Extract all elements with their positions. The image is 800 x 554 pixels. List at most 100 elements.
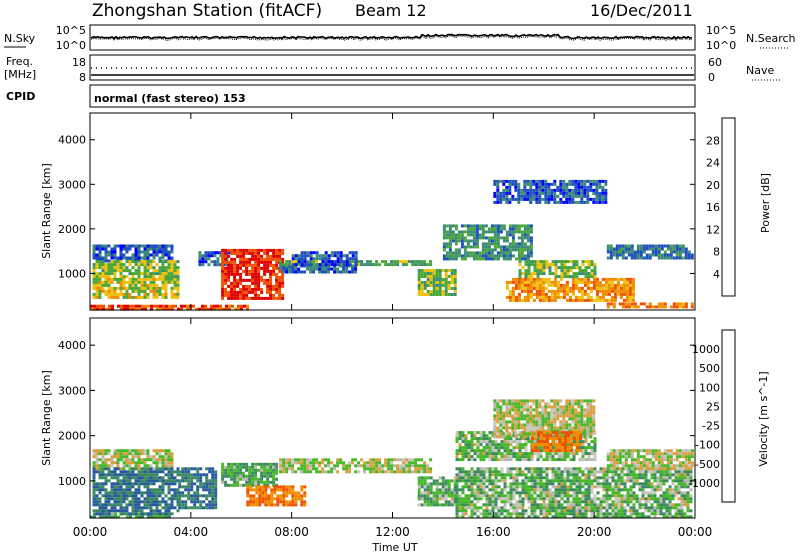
power-cell — [149, 283, 153, 287]
velocity-cell — [581, 452, 585, 456]
velocity-cell — [473, 509, 477, 513]
power-cell — [487, 251, 491, 255]
velocity-cell — [143, 497, 147, 501]
velocity-cell — [531, 437, 535, 441]
velocity-cell — [503, 500, 507, 504]
power-cell — [131, 280, 135, 284]
power-cell — [527, 269, 531, 273]
velocity-cell — [455, 491, 459, 495]
power-cell — [315, 257, 319, 261]
power-cell — [645, 247, 649, 251]
velocity-cell — [264, 500, 268, 504]
power-cell — [248, 269, 252, 273]
power-cell — [167, 260, 171, 264]
velocity-cell — [435, 497, 439, 501]
velocity-cell — [531, 443, 535, 447]
power-cell — [141, 304, 144, 308]
power-cell — [648, 247, 652, 251]
velocity-cell — [464, 437, 468, 441]
power-cell — [472, 239, 476, 243]
power-cell — [517, 230, 521, 234]
power-cell — [651, 305, 655, 309]
velocity-cell — [580, 420, 584, 424]
velocity-cell — [517, 405, 521, 409]
velocity-cell — [566, 443, 570, 447]
velocity-cell — [170, 506, 174, 510]
velocity-cell — [476, 452, 480, 456]
velocity-cell — [562, 420, 566, 424]
power-cell — [257, 278, 261, 282]
power-cell — [263, 278, 267, 282]
power-cell — [309, 251, 313, 255]
power-cell — [152, 283, 156, 287]
power-cell — [239, 278, 243, 282]
power-cell — [146, 269, 150, 273]
velocity-cell — [146, 479, 150, 483]
power-cell — [441, 269, 445, 272]
velocity-cell — [548, 458, 552, 462]
velocity-cell — [467, 440, 471, 444]
power-cell — [93, 304, 96, 308]
power-cell — [180, 307, 183, 311]
velocity-cell — [432, 503, 436, 507]
power-cell — [275, 281, 279, 285]
velocity-cell — [441, 503, 445, 507]
power-cell — [526, 233, 530, 237]
velocity-cell — [193, 497, 197, 501]
power-cell — [122, 269, 126, 273]
velocity-cell — [181, 473, 185, 477]
velocity-cell — [556, 411, 560, 415]
power-cell — [128, 277, 132, 281]
power-cell — [429, 284, 433, 287]
power-cell — [321, 267, 325, 271]
power-cell — [514, 179, 518, 183]
velocity-cell — [562, 408, 566, 412]
power-cell — [432, 284, 436, 287]
power-cell — [107, 280, 111, 284]
power-cell — [463, 245, 467, 249]
velocity-cell — [461, 470, 465, 474]
velocity-cell — [387, 470, 391, 474]
power-cell — [517, 283, 521, 287]
velocity-cell — [458, 437, 462, 441]
velocity-cell — [521, 455, 525, 459]
velocity-cell — [116, 458, 120, 462]
velocity-cell — [559, 429, 563, 433]
velocity-cell — [503, 443, 507, 447]
velocity-cell — [455, 437, 459, 441]
power-cell — [315, 260, 319, 264]
velocity-cell — [122, 506, 126, 510]
velocity-cell — [553, 426, 557, 430]
power-cell — [511, 289, 515, 293]
power-cell — [227, 272, 231, 276]
noise-right-tick-top: 10^5 — [706, 24, 736, 37]
power-cell — [583, 200, 587, 204]
velocity-cell — [173, 476, 177, 480]
power-cell — [511, 298, 515, 302]
power-cell — [580, 280, 584, 284]
velocity-cell — [149, 488, 153, 492]
velocity-cell — [98, 467, 102, 471]
velocity-cell — [491, 479, 495, 483]
velocity-cell — [285, 464, 289, 468]
power-cell — [527, 260, 531, 264]
velocity-cell — [514, 435, 518, 439]
velocity-cell — [506, 473, 510, 477]
velocity-cell — [149, 455, 153, 459]
velocity-cell — [260, 474, 264, 478]
power-cell — [92, 253, 96, 257]
velocity-cell — [590, 458, 594, 462]
velocity-cell — [357, 464, 361, 468]
power-cell — [538, 277, 542, 281]
power-cell — [92, 283, 96, 287]
power-cell — [627, 302, 631, 306]
velocity-cell — [572, 452, 576, 456]
velocity-cell — [279, 494, 283, 498]
velocity-cell — [170, 467, 174, 471]
velocity-cell — [143, 461, 147, 465]
power-cell — [575, 275, 579, 279]
velocity-cell — [294, 494, 298, 498]
velocity-cell — [539, 470, 543, 474]
velocity-cell — [476, 473, 480, 477]
